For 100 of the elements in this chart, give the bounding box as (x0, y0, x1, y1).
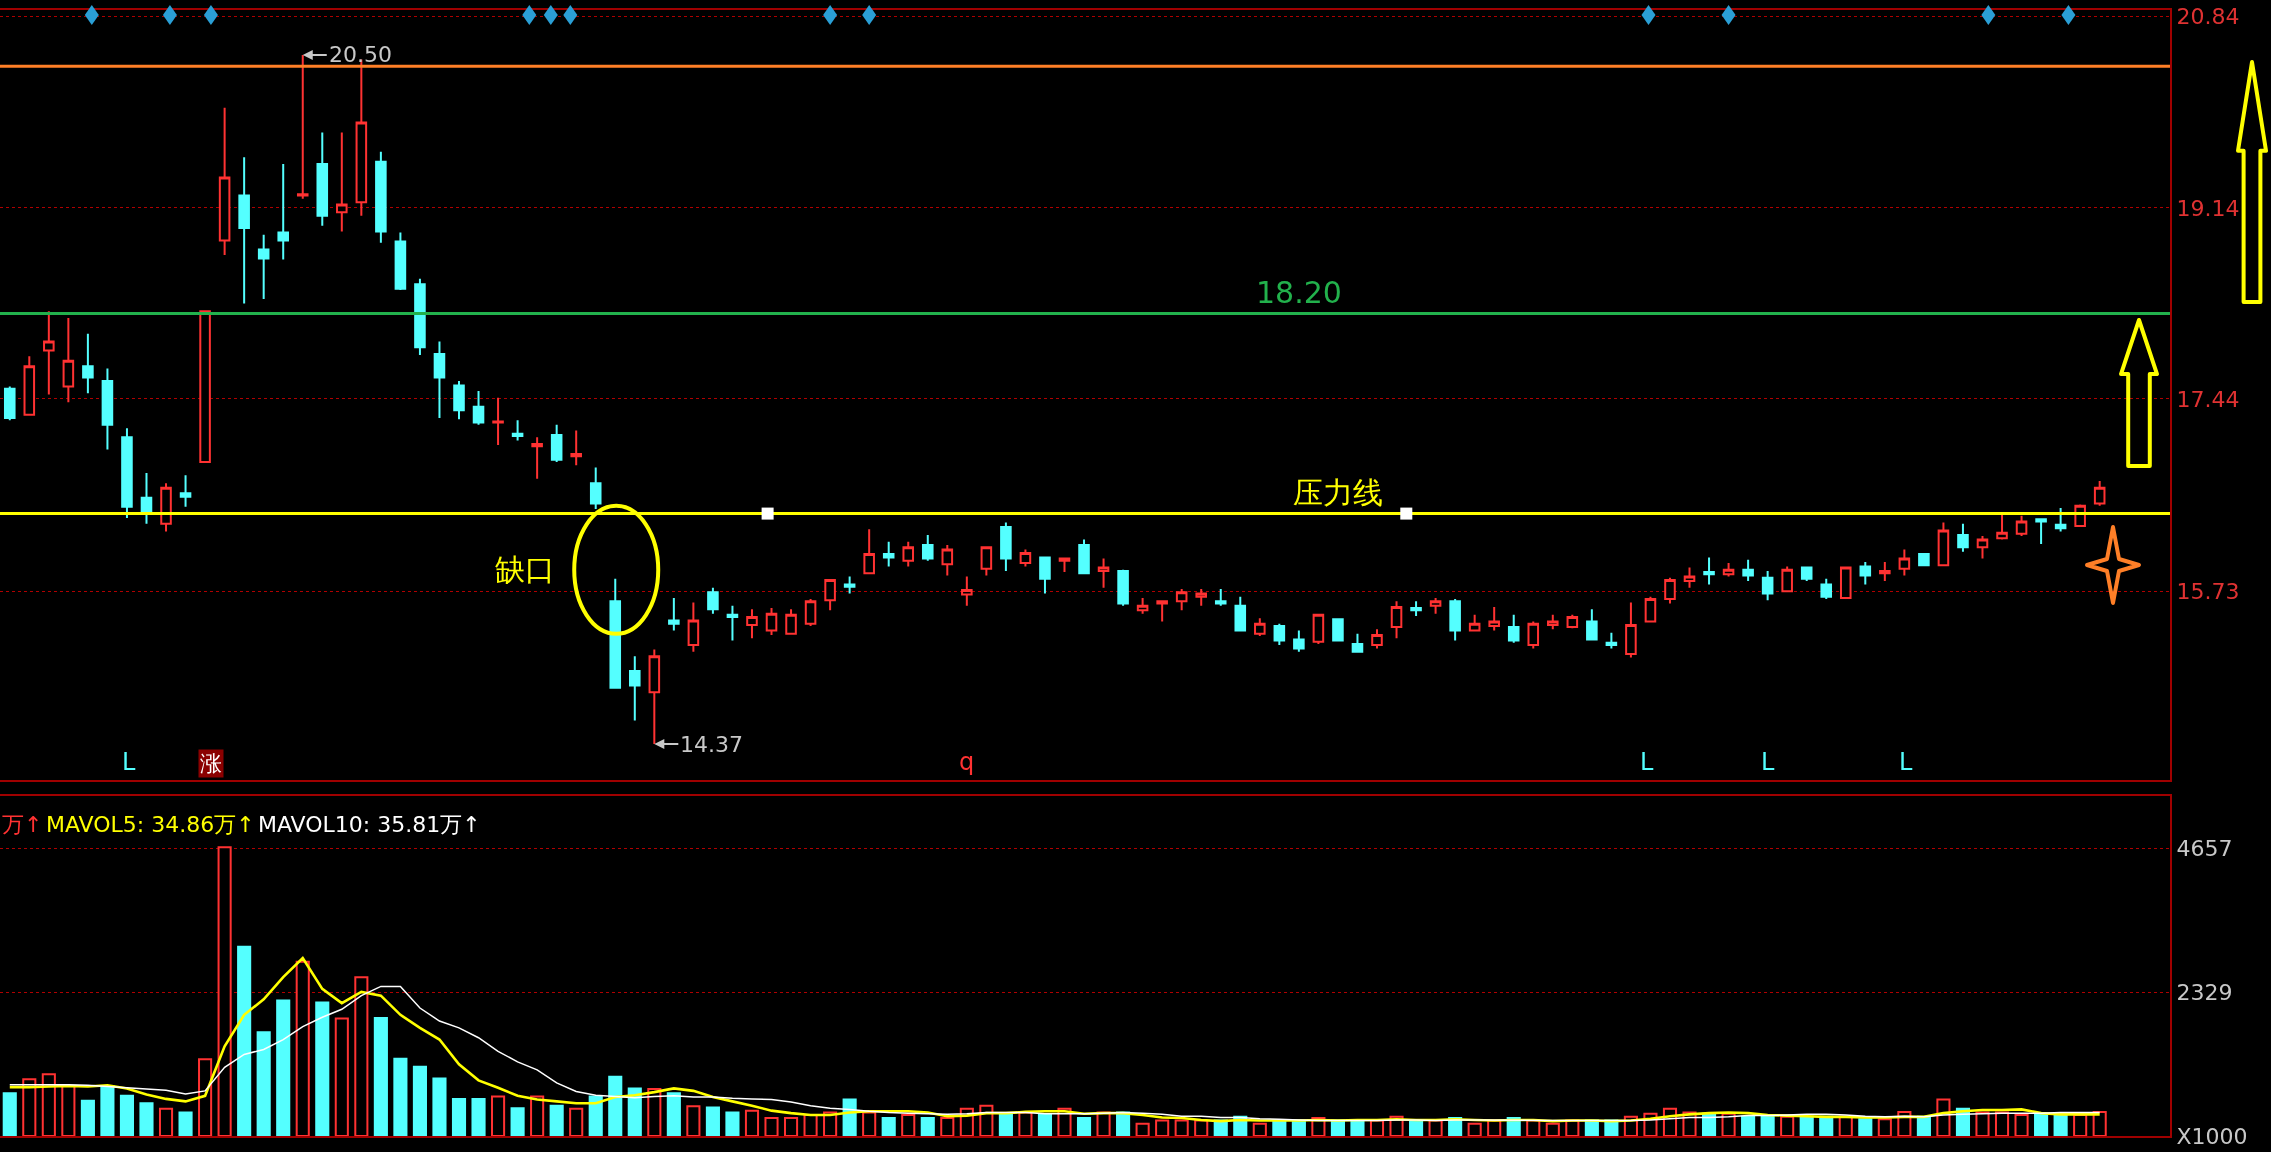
candlestick (218, 106, 231, 257)
bar (1155, 1119, 1170, 1136)
line-series (9, 985, 2101, 1122)
candlestick (511, 419, 524, 442)
bar (1369, 1119, 1385, 1136)
bar (940, 1117, 955, 1136)
candlestick (1507, 613, 1520, 644)
candlestick (1781, 565, 1793, 594)
candlestick (1390, 600, 1403, 640)
candlestick (1000, 521, 1012, 572)
candlestick (43, 310, 55, 396)
bar (608, 1075, 623, 1136)
candlestick (1156, 600, 1168, 623)
bar (588, 1095, 603, 1136)
candlestick (765, 607, 778, 636)
candlestick (804, 598, 817, 627)
candlestick (746, 608, 758, 640)
candlestick (316, 131, 329, 227)
candlestick (882, 540, 895, 568)
bar (80, 1099, 95, 1136)
bar (686, 1105, 701, 1136)
candlestick (2093, 479, 2106, 507)
bar (471, 1097, 486, 1136)
ref-line-label: 18.20 (1256, 275, 1342, 310)
bar (725, 1111, 740, 1136)
candlestick (1937, 521, 1950, 567)
bar (22, 1078, 37, 1136)
candlestick (199, 309, 211, 463)
candlestick (414, 277, 426, 357)
candlestick (1625, 601, 1637, 659)
candlestick (1664, 576, 1676, 605)
bar (315, 1001, 330, 1136)
annotation: 万↑ (2, 812, 43, 837)
text: MAVOL10: 35.81万↑ (258, 812, 481, 837)
y-tick-label: 20.84 (2176, 4, 2240, 30)
candlestick (1976, 535, 1989, 560)
bar (1916, 1115, 1931, 1136)
candlestick (1019, 548, 1032, 568)
bar (412, 1065, 427, 1136)
bar (1194, 1119, 1209, 1136)
candlestick (1644, 595, 1657, 623)
bar (139, 1102, 154, 1136)
bar (217, 846, 232, 1136)
candlestick (1605, 631, 1618, 650)
candlestick (453, 379, 465, 421)
annotation: L (122, 748, 136, 776)
annotation: 14.37 (680, 732, 743, 757)
candlestick (2015, 514, 2028, 538)
candlestick (101, 367, 114, 451)
bar (783, 1117, 799, 1136)
candlestick (843, 575, 856, 595)
bar (1994, 1111, 2010, 1136)
candlestick (62, 317, 75, 404)
bar (1174, 1119, 1189, 1136)
bar (1135, 1122, 1150, 1136)
candlestick (609, 577, 622, 689)
candlestick (1117, 568, 1129, 607)
bar (393, 1057, 408, 1136)
bar (373, 1016, 388, 1136)
annotation: L (1899, 748, 1913, 776)
bar (920, 1117, 935, 1136)
bar (862, 1111, 877, 1136)
y-tick-label: 2329 (2176, 979, 2233, 1005)
candlestick (1039, 556, 1051, 595)
candlestick (570, 429, 582, 467)
candlestick (1957, 522, 1969, 553)
bar (1037, 1113, 1053, 1136)
bar (1741, 1115, 1756, 1136)
candlestick (2035, 518, 2047, 545)
candlestick (257, 233, 270, 300)
bar (100, 1084, 115, 1136)
bar (666, 1092, 681, 1136)
candlestick (23, 355, 36, 416)
bar (1350, 1119, 1365, 1136)
candlestick (296, 53, 309, 200)
candlestick (1800, 566, 1813, 583)
candlestick (1410, 600, 1422, 617)
candlestick (1918, 553, 1930, 567)
bar (881, 1117, 896, 1136)
candlestick (1820, 577, 1833, 601)
candlestick (1058, 557, 1071, 574)
bar (1526, 1119, 1541, 1136)
candlestick (336, 131, 348, 233)
candlestick (375, 150, 387, 244)
candlestick (1839, 566, 1852, 599)
annotation: 涨 (200, 751, 222, 776)
candlestick (863, 528, 875, 575)
annotation: 20.50 (329, 42, 392, 67)
bar (354, 976, 369, 1136)
candlestick (1468, 613, 1481, 632)
bar (998, 1113, 1013, 1136)
candlestick (394, 231, 407, 291)
bar (198, 1058, 213, 1136)
annotation: q (959, 748, 975, 776)
bar (1467, 1122, 1482, 1136)
bar (256, 1031, 271, 1136)
bar (979, 1104, 994, 1136)
y-tick-label: 4657 (2176, 835, 2233, 861)
candlestick (1293, 629, 1305, 653)
annotation: 缺口 (495, 552, 555, 587)
